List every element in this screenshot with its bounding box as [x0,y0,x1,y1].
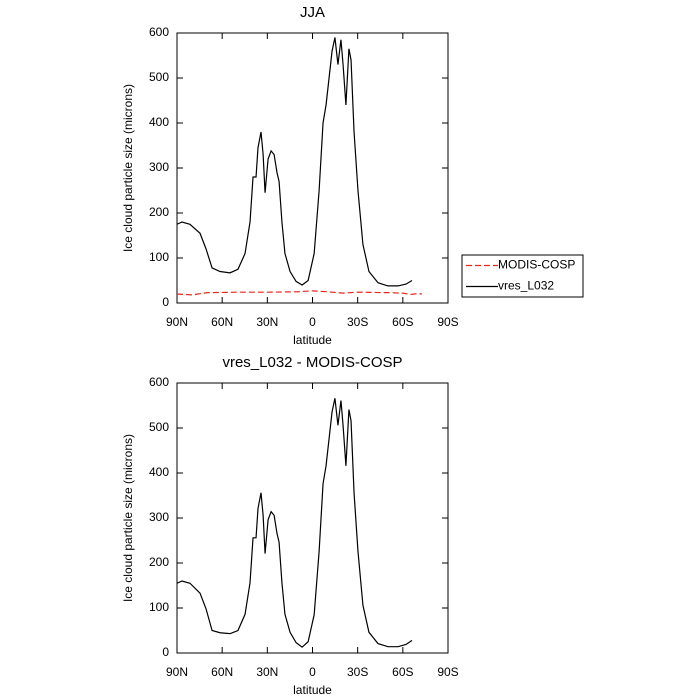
y-tick-label: 100 [149,600,169,614]
data-line [176,37,413,287]
y-tick-label: 400 [149,115,169,129]
legend-label: vres_L032 [498,279,554,293]
x-axis-label: latitude [293,683,332,697]
y-tick-label: 500 [149,420,169,434]
x-tick-label: 90N [166,665,188,679]
data-line [176,398,413,648]
chart-title: JJA [300,4,325,21]
y-tick-label: 600 [149,375,169,389]
y-tick-label: 0 [162,645,169,659]
data-line [176,290,423,296]
x-axis-label: latitude [293,333,332,347]
y-tick-label: 200 [149,205,169,219]
y-tick-label: 300 [149,510,169,524]
x-tick-label: 30S [347,665,368,679]
plot-frame [176,32,449,304]
y-tick-label: 300 [149,160,169,174]
x-tick-label: 60S [392,665,413,679]
chart-title: vres_L032 - MODIS-COSP [222,354,402,371]
y-tick-label: 100 [149,250,169,264]
x-tick-label: 30S [347,315,368,329]
y-tick-label: 600 [149,25,169,39]
x-tick-label: 90S [437,665,458,679]
y-tick-label: 500 [149,70,169,84]
x-tick-label: 30N [256,315,278,329]
y-axis-label: Ice cloud particle size (microns) [121,84,135,252]
x-tick-label: 30N [256,665,278,679]
x-tick-label: 90N [166,315,188,329]
plot-frame [176,382,449,654]
x-tick-label: 60S [392,315,413,329]
x-tick-label: 60N [211,315,233,329]
legend-label: MODIS-COSP [498,258,575,272]
y-tick-label: 400 [149,465,169,479]
x-tick-label: 60N [211,665,233,679]
y-tick-label: 200 [149,555,169,569]
x-tick-label: 90S [437,315,458,329]
x-tick-label: 0 [309,315,316,329]
legend-box [461,254,584,298]
y-axis-label: Ice cloud particle size (microns) [121,434,135,602]
y-tick-label: 0 [162,295,169,309]
x-tick-label: 0 [309,665,316,679]
